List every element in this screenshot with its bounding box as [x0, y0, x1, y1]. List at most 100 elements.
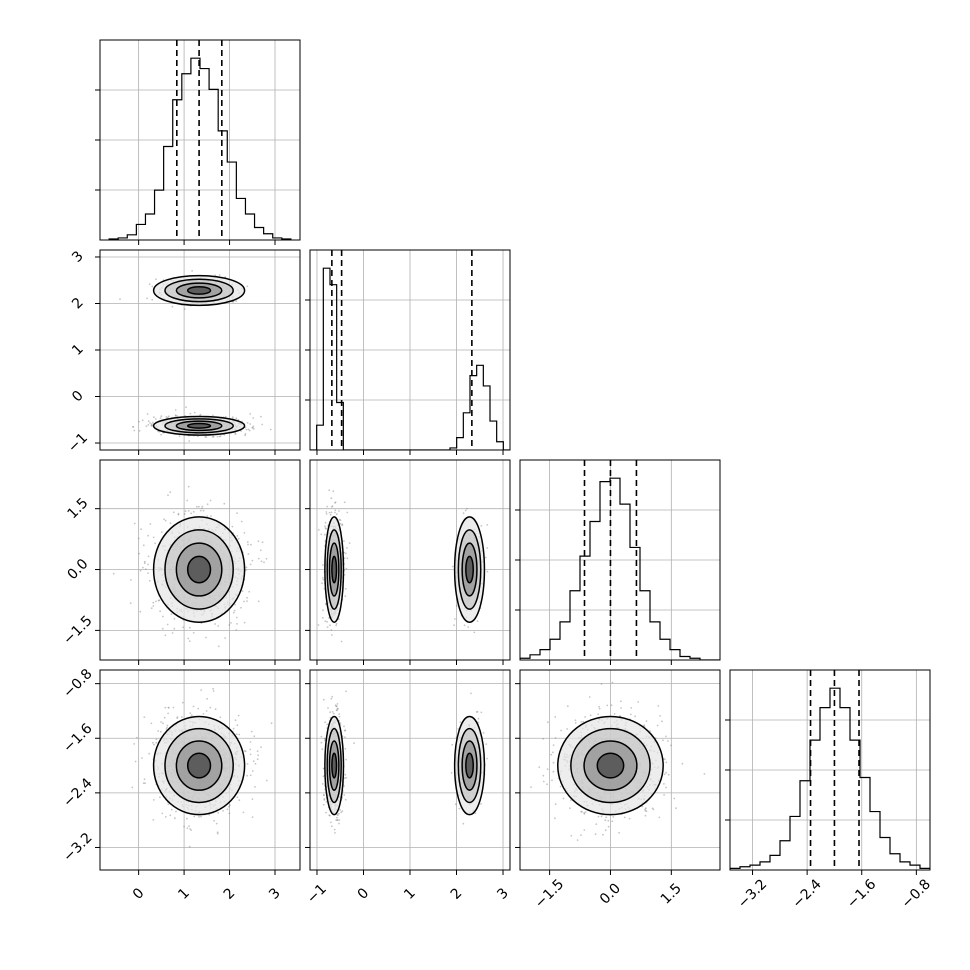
scatter-point: [219, 716, 222, 719]
scatter-point: [330, 511, 333, 514]
scatter-point: [152, 536, 155, 539]
scatter-point: [217, 645, 220, 648]
scatter-point: [336, 819, 339, 821]
scatter-point: [163, 518, 166, 521]
scatter-point: [159, 730, 162, 733]
scatter-point: [166, 726, 168, 729]
scatter-point: [486, 524, 489, 526]
panel-frame: [519, 459, 721, 661]
scatter-point: [209, 499, 212, 502]
scatter-point: [189, 712, 192, 714]
scatter-point: [652, 808, 655, 811]
scatter-point: [154, 418, 157, 420]
scatter-point: [453, 624, 455, 627]
scatter-point: [186, 827, 189, 829]
scatter-point: [165, 728, 168, 730]
scatter-point: [236, 535, 239, 537]
contour-line: [453, 516, 486, 623]
scatter-point: [138, 420, 140, 423]
scatter-point: [241, 590, 244, 593]
contour-line: [152, 715, 246, 816]
scatter-point: [667, 740, 669, 742]
scatter-point: [151, 285, 154, 288]
scatter-point: [326, 723, 328, 726]
scatter-point: [162, 722, 164, 725]
scatter-point: [546, 768, 549, 771]
scatter-point: [146, 297, 148, 300]
scatter-point: [228, 805, 230, 808]
scatter-point: [240, 520, 243, 523]
scatter-point: [192, 510, 195, 513]
scatter-point: [160, 415, 163, 418]
scatter-point: [323, 798, 326, 800]
scatter-point: [584, 716, 586, 718]
scatter-point: [607, 819, 610, 822]
scatter-point: [325, 513, 328, 515]
scatter-point: [177, 512, 180, 515]
scatter-point: [234, 432, 237, 434]
scatter-point: [205, 636, 207, 639]
scatter-point: [473, 631, 476, 634]
scatter-point: [159, 417, 162, 419]
scatter-point: [560, 729, 562, 732]
scatter-point: [238, 799, 241, 802]
scatter-point: [147, 563, 149, 566]
scatter-point: [150, 425, 153, 427]
scatter-point: [344, 729, 347, 732]
scatter-point: [329, 513, 332, 516]
scatter-point: [604, 819, 607, 822]
scatter-point: [651, 807, 654, 810]
scatter-point: [582, 720, 585, 723]
scatter-point: [254, 762, 257, 765]
scatter-point: [338, 819, 341, 821]
scatter-point: [212, 414, 214, 417]
scatter-point: [200, 815, 202, 818]
scatter-point: [155, 600, 157, 603]
scatter-point: [174, 817, 176, 820]
scatter-point: [246, 763, 249, 765]
scatter-point: [253, 735, 256, 738]
scatter-point: [335, 705, 338, 708]
scatter-point: [153, 416, 155, 419]
scatter-point: [482, 732, 485, 734]
scatter-point: [252, 760, 255, 762]
scatter-point: [235, 629, 238, 631]
scatter-point: [249, 748, 252, 751]
scatter-point: [455, 605, 458, 607]
scatter-point: [232, 611, 235, 614]
x-tick-label: 3: [266, 885, 284, 903]
scatter-point: [323, 737, 326, 740]
contour-line: [461, 740, 478, 791]
scatter-point: [146, 413, 149, 415]
scatter-point: [150, 423, 153, 426]
scatter-point: [344, 587, 347, 590]
scatter-point: [151, 421, 154, 424]
scatter-point: [171, 632, 174, 634]
scatter-point: [257, 600, 260, 603]
contour-line: [164, 727, 234, 804]
scatter-point: [138, 552, 141, 555]
scatter-point: [559, 785, 562, 788]
scatter-point: [198, 816, 200, 818]
scatter-point: [484, 556, 487, 559]
scatter-point: [171, 305, 174, 308]
scatter-point: [193, 411, 196, 414]
scatter-point: [338, 822, 340, 825]
scatter-point: [149, 523, 152, 525]
scatter-point: [209, 706, 212, 709]
contour-line: [453, 715, 486, 816]
scatter-point: [320, 533, 323, 536]
scatter-point: [257, 754, 259, 757]
scatter-point: [152, 799, 155, 801]
scatter-point: [240, 606, 242, 609]
scatter-point: [644, 814, 647, 817]
scatter-point: [345, 567, 348, 570]
scatter-point: [157, 730, 160, 732]
scatter-point: [620, 707, 622, 709]
scatter-point: [201, 505, 204, 508]
scatter-point: [251, 770, 254, 772]
scatter-point: [317, 529, 320, 531]
panel-frame: [309, 249, 511, 451]
scatter-point: [244, 750, 247, 753]
